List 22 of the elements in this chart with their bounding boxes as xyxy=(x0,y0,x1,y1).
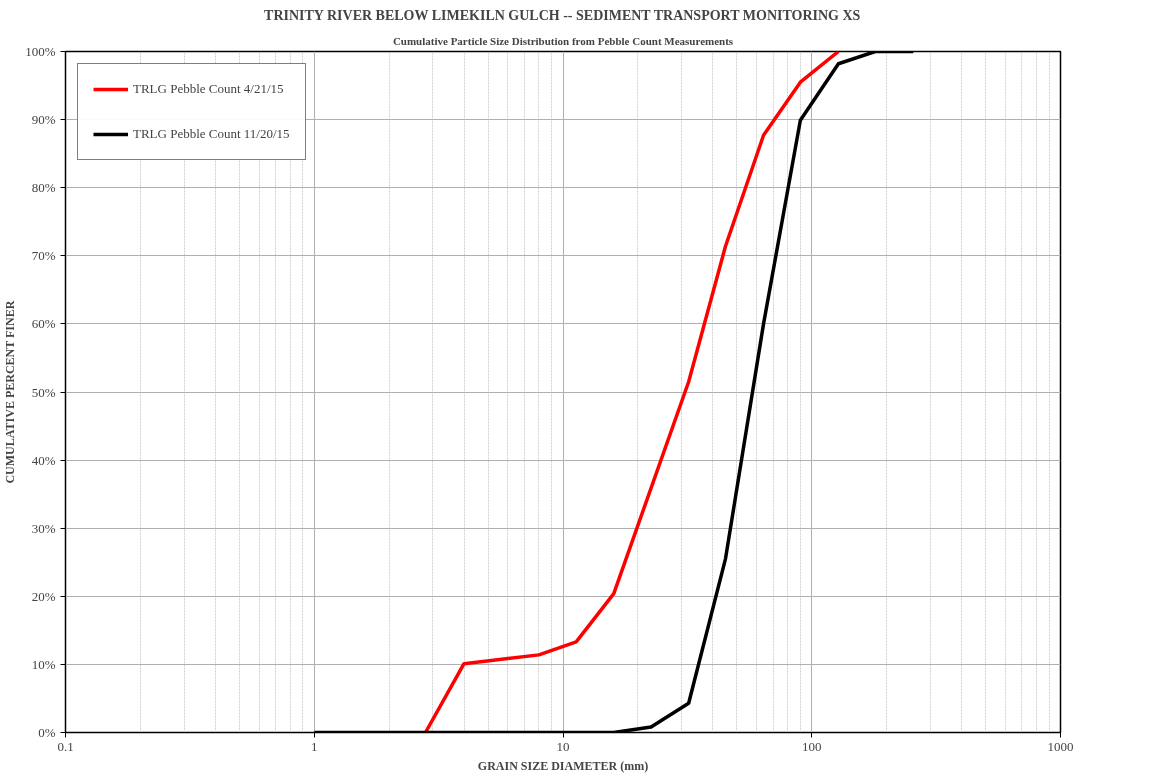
y-tick-label: 70% xyxy=(31,248,56,264)
y-tick-label: 20% xyxy=(31,588,56,604)
x-tick-label: 1000 xyxy=(1047,738,1074,754)
y-tick-label: 50% xyxy=(31,384,56,400)
y-tick-label: 60% xyxy=(31,316,56,332)
legend-label: TRLG Pebble Count 11/20/15 xyxy=(133,126,290,142)
y-tick-label: 0% xyxy=(38,725,56,740)
x-tick-label: 0.1 xyxy=(57,738,74,754)
y-tick-label: 30% xyxy=(31,520,56,536)
chart-subtitle: Cumulative Particle Size Distribution from Pebble Count Measurements xyxy=(392,34,734,47)
x-tick-label: 100 xyxy=(802,738,822,754)
x-axis-title: GRAIN SIZE DIAMETER (mm) xyxy=(477,758,649,773)
y-tick-label: 80% xyxy=(31,180,56,196)
y-tick-label: 100% xyxy=(25,44,56,59)
y-tick-label: 90% xyxy=(31,112,56,128)
legend-label: TRLG Pebble Count 4/21/15 xyxy=(133,81,284,97)
chart-title: TRINITY RIVER BELOW LIMEKILN GULCH -- SEDIMENT TRANSPORT MONITORING XS xyxy=(264,7,861,23)
y-tick-label: 40% xyxy=(31,452,56,468)
x-tick-label: 1 xyxy=(311,738,318,754)
x-tick-label: 10 xyxy=(556,738,570,754)
y-axis-title: CUMULATIVE PERCENT FINER xyxy=(3,300,18,484)
y-tick-label: 10% xyxy=(31,656,56,672)
